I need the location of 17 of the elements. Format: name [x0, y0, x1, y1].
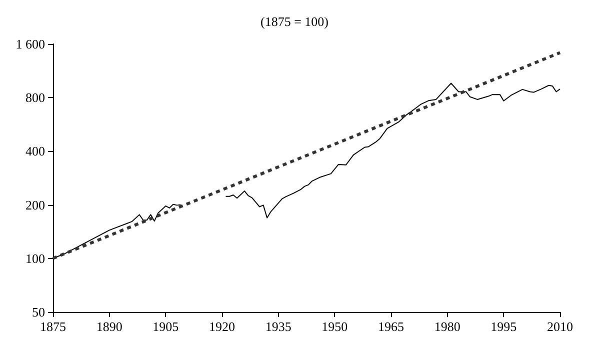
x-tick-label: 1950: [322, 319, 348, 334]
y-tick-label: 1 600: [16, 36, 45, 52]
x-tick-label: 1980: [434, 319, 460, 334]
x-tick-label: 2010: [547, 319, 573, 334]
x-tick-label: 1965: [378, 319, 404, 334]
chart-title: (1875 = 100): [260, 14, 328, 29]
x-tick-label: 1995: [490, 319, 517, 334]
y-tick-label: 50: [32, 304, 45, 320]
x-tick-label: 1935: [265, 319, 292, 334]
x-tick-label: 1890: [96, 319, 122, 334]
x-tick-label: 1920: [209, 319, 235, 334]
x-tick-label: 1875: [40, 319, 66, 334]
y-tick-label: 200: [26, 197, 45, 212]
x-tick-label: 1905: [152, 319, 179, 334]
y-tick-label: 800: [26, 90, 45, 106]
y-tick-label: 100: [26, 250, 45, 266]
y-tick-label: 400: [26, 144, 45, 159]
